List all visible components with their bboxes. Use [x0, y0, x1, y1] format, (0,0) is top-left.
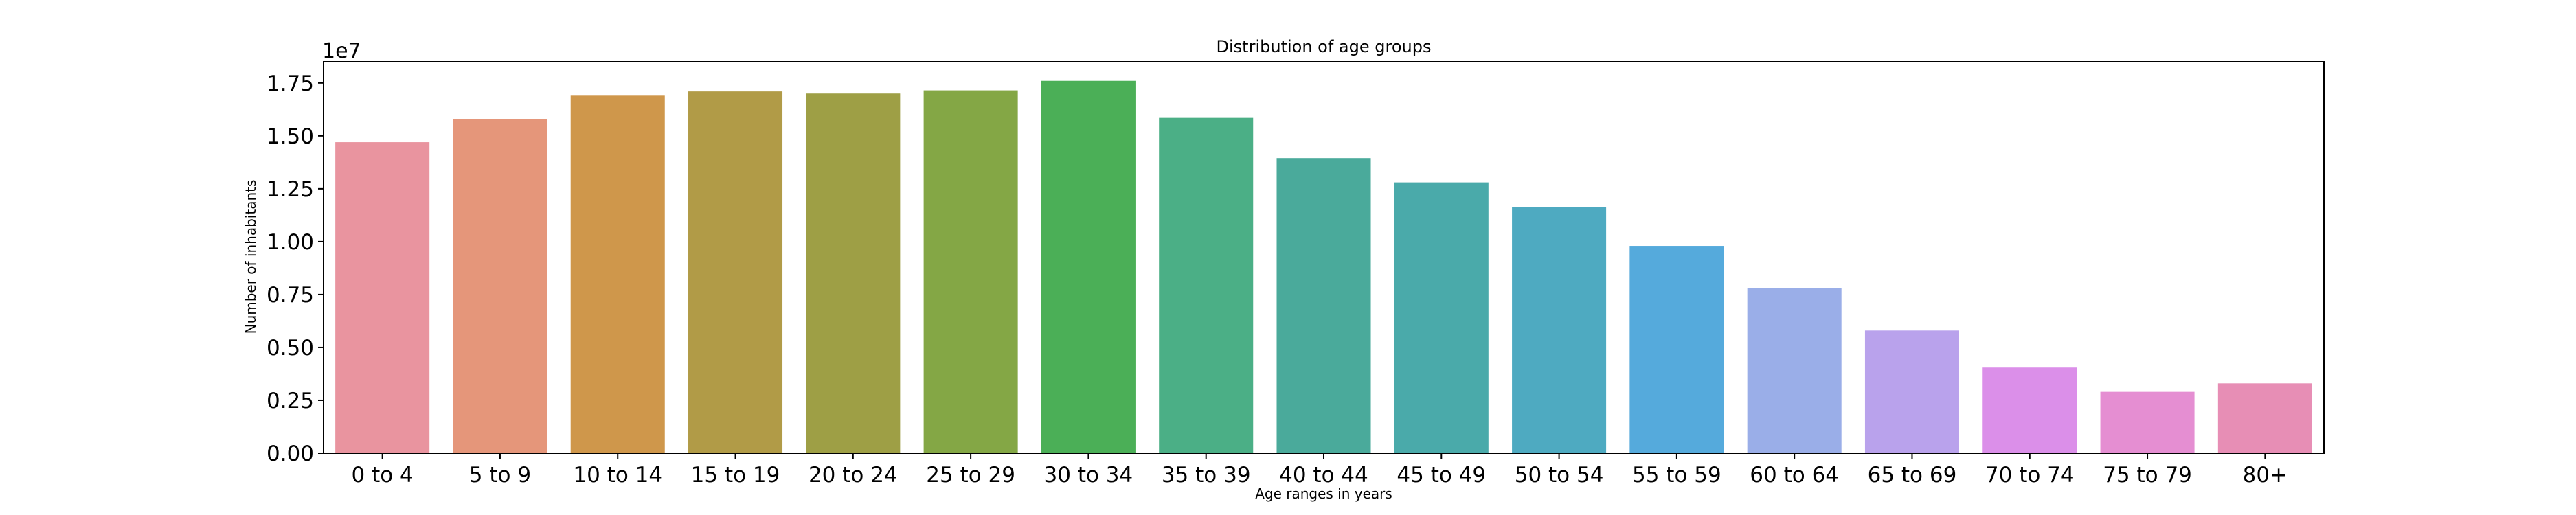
x-tick-label: 30 to 34	[1044, 463, 1133, 488]
bar-70-to-74	[1982, 367, 2077, 453]
plot-frame	[323, 61, 2325, 454]
bar-20-to-24	[806, 93, 901, 454]
x-axis-label: Age ranges in years	[1255, 485, 1392, 502]
x-tick-label: 75 to 79	[2103, 463, 2192, 488]
bar-60-to-64	[1747, 288, 1842, 453]
bar-75-to-79	[2100, 391, 2195, 453]
x-tick-label: 15 to 19	[691, 463, 780, 488]
bar-5-to-9	[453, 119, 547, 453]
x-tick-label: 55 to 59	[1632, 463, 1721, 488]
y-tick-label: 0.50	[267, 336, 314, 360]
x-tick-label: 70 to 74	[1985, 463, 2075, 488]
y-axis-label: Number of inhabitants	[242, 180, 259, 334]
bar-0-to-4	[335, 142, 430, 453]
bar-50-to-54	[1512, 207, 1607, 453]
y-tick-label: 0.00	[267, 442, 314, 466]
x-tick-label: 10 to 14	[573, 463, 662, 488]
x-tick-label: 25 to 29	[926, 463, 1015, 488]
bar-65-to-69	[1864, 330, 1959, 453]
x-tick-label: 40 to 44	[1279, 463, 1368, 488]
y-tick-label: 1.75	[267, 71, 314, 96]
chart-title: Distribution of age groups	[1217, 37, 1432, 56]
bar-25-to-29	[923, 90, 1018, 454]
x-tick-label: 0 to 4	[352, 463, 414, 488]
y-tick-label: 1.00	[267, 230, 314, 255]
y-offset-label: 1e7	[322, 39, 361, 63]
x-tick-label: 60 to 64	[1750, 463, 1839, 488]
bar-30-to-34	[1041, 80, 1136, 454]
x-tick-label: 5 to 9	[469, 463, 531, 488]
bar-35-to-39	[1159, 117, 1254, 453]
x-ticks-group: 0 to 4 5 to 9 10 to 14 15 to 19 20 to 24 25 t…	[352, 453, 2287, 488]
y-tick-label: 1.50	[267, 124, 314, 149]
bar-10-to-14	[570, 95, 665, 454]
bar-40-to-44	[1276, 158, 1371, 453]
y-ticks-group: 0.00 0.25 0.50 0.75 1.00 1.25 1.50 1.75	[267, 71, 324, 466]
y-tick-label: 1.25	[267, 177, 314, 202]
y-tick-label: 0.25	[267, 389, 314, 413]
x-tick-label: 45 to 49	[1397, 463, 1486, 488]
x-tick-label: 65 to 69	[1868, 463, 1957, 488]
x-tick-label: 20 to 24	[809, 463, 898, 488]
bars-group	[335, 80, 2312, 454]
bar-15-to-19	[688, 91, 783, 453]
x-tick-label: 80+	[2243, 463, 2287, 488]
bar-45-to-49	[1394, 182, 1489, 453]
bar-80plus	[2217, 383, 2312, 453]
y-tick-label: 0.75	[267, 283, 314, 308]
x-tick-label: 35 to 39	[1162, 463, 1251, 488]
bar-55-to-59	[1629, 246, 1724, 453]
x-tick-label: 50 to 54	[1515, 463, 1604, 488]
